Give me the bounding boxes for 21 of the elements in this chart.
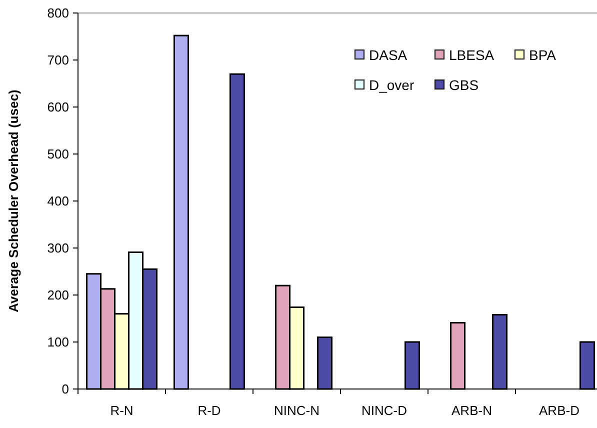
- x-tick-label: ARB-D: [539, 403, 580, 418]
- x-tick-label: NINC-D: [362, 403, 407, 418]
- y-tick-label: 200: [47, 288, 69, 303]
- x-tick-label: R-D: [198, 403, 221, 418]
- y-tick-label: 500: [47, 146, 69, 162]
- legend-label: DASA: [369, 46, 408, 63]
- x-tick-label: ARB-N: [452, 403, 492, 418]
- y-tick-label: 600: [47, 100, 69, 115]
- y-tick-label: 800: [47, 6, 69, 21]
- legend-label: BPA: [529, 46, 557, 63]
- y-tick-label: 0: [62, 382, 69, 397]
- legend-label: LBESA: [449, 46, 495, 63]
- y-axis-title: Average Scheduler Overhead (usec): [6, 90, 21, 312]
- y-tick-label: 400: [47, 194, 69, 209]
- y-tick-label: 300: [47, 240, 69, 256]
- x-tick-label: R-N: [110, 403, 134, 418]
- y-tick-label: 700: [47, 52, 69, 68]
- legend-label: D_over: [369, 76, 414, 93]
- legend-label: GBS: [449, 76, 479, 93]
- x-tick-label: NINC-N: [274, 403, 320, 418]
- y-tick-label: 100: [47, 334, 69, 350]
